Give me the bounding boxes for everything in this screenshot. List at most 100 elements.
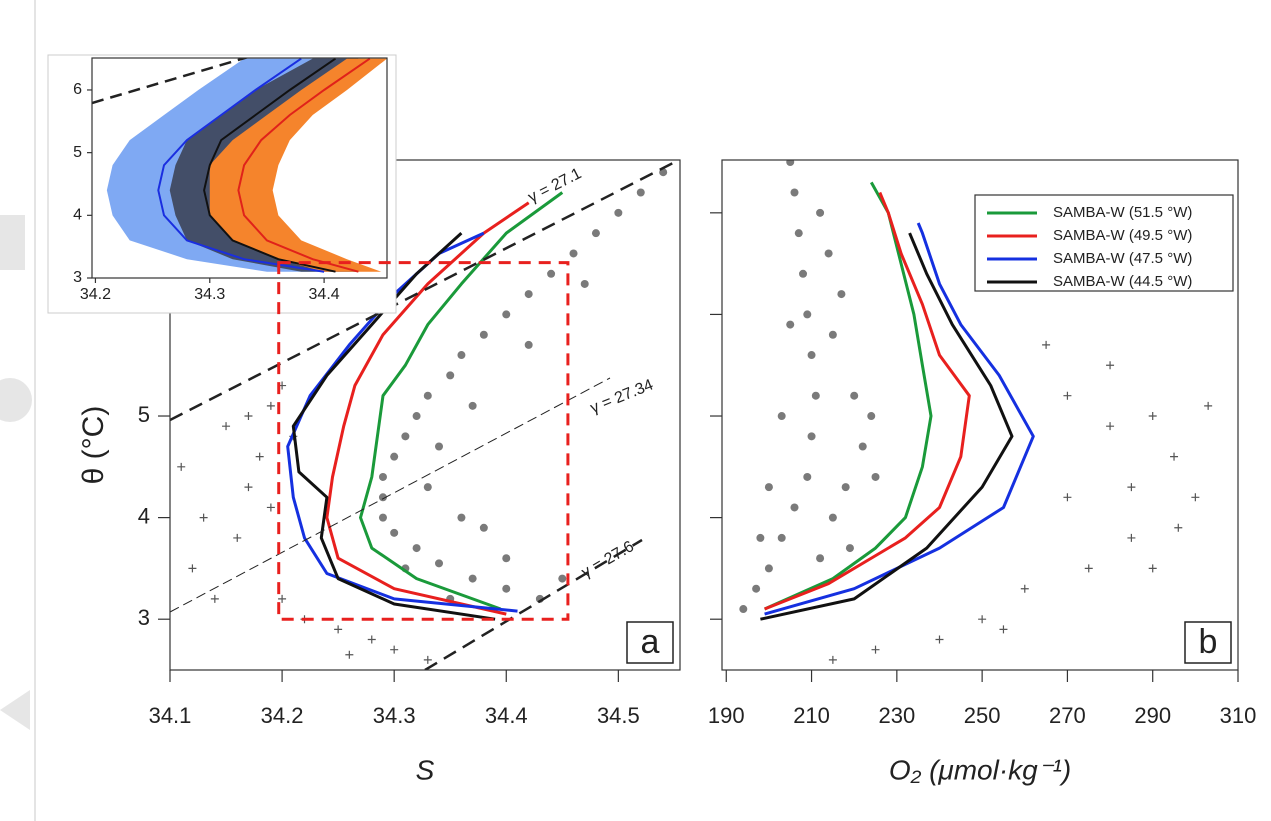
scatter-dot (378, 513, 387, 522)
plot-area (739, 160, 1213, 664)
profile-line (764, 191, 971, 611)
scatter-cross (390, 645, 399, 654)
mean-profile (203, 58, 337, 273)
y-tick-label: 4 (73, 207, 82, 224)
scatter-dot (378, 493, 387, 502)
scatter-dot (756, 533, 765, 542)
scatter-dot (457, 513, 466, 522)
scatter-dot (824, 249, 833, 258)
scatter-dot (799, 269, 808, 278)
x-tick-label: 250 (964, 703, 1001, 728)
background-artifact (0, 690, 30, 730)
scatter-cross (1106, 361, 1115, 370)
x-tick-label: 34.3 (373, 703, 416, 728)
isopycnal (170, 160, 676, 422)
scatter-cross (1204, 401, 1213, 410)
scatter-cross (828, 655, 837, 664)
inset-content (92, 58, 387, 273)
legend-label: SAMBA-W (51.5 °W) (1053, 204, 1192, 221)
plot-content (739, 160, 1213, 664)
scatter-cross (1174, 523, 1183, 532)
isopycnal (92, 58, 250, 105)
scatter-cross (244, 412, 253, 421)
x-tick-label: 210 (793, 703, 830, 728)
scatter-dot (828, 513, 837, 522)
scatter-dot (479, 523, 488, 532)
scatter-dot (790, 188, 799, 197)
envelope-band (106, 58, 359, 272)
x-tick-label: 34.2 (80, 286, 111, 303)
scatter-cross (1148, 564, 1157, 573)
scatter-dot (468, 574, 477, 583)
y-tick-label: 3 (73, 269, 82, 286)
envelope-band (209, 58, 387, 272)
scatter-dot (412, 544, 421, 553)
scatter-dot (547, 269, 556, 278)
scatter-cross (999, 625, 1008, 634)
scatter-dot (435, 442, 444, 451)
scatter-cross (423, 655, 432, 664)
y-tick-label: 5 (138, 402, 150, 427)
scatter-dot (841, 483, 850, 492)
scatter-cross (255, 452, 264, 461)
x-tick-label: 34.1 (149, 703, 192, 728)
scatter-dot (423, 483, 432, 492)
scatter-dot (803, 472, 812, 481)
scatter-cross (233, 533, 242, 542)
scatter-dot (777, 533, 786, 542)
scatter-cross (334, 625, 343, 634)
scatter-cross (188, 564, 197, 573)
scatter-dot (614, 208, 623, 217)
x-tick-label: 230 (878, 703, 915, 728)
plot-frame (169, 159, 681, 671)
x-tick-label: 290 (1134, 703, 1171, 728)
x-tick-label: 34.2 (261, 703, 304, 728)
scatter-dot (790, 503, 799, 512)
profile-line (760, 232, 1014, 621)
scatter-cross (199, 513, 208, 522)
scatter-dot (794, 229, 803, 238)
scatter-dot (378, 472, 387, 481)
scatter-dot (457, 351, 466, 360)
y-tick-label: 3 (138, 605, 150, 630)
scatter-dot (446, 371, 455, 380)
scatter-dot (752, 584, 761, 593)
scatter-cross (222, 422, 231, 431)
scatter-dot (816, 208, 825, 217)
scatter-dot (837, 290, 846, 299)
scatter-dot (786, 320, 795, 329)
scatter-dot (423, 391, 432, 400)
x-tick-label: 34.3 (194, 286, 225, 303)
scatter-dot (524, 340, 533, 349)
scatter-dot (807, 432, 816, 441)
scatter-cross (345, 650, 354, 659)
x-axis-label: O₂ (μmol·kg⁻¹) (889, 754, 1071, 785)
scatter-dot (558, 574, 567, 583)
panel-label-box (626, 621, 674, 664)
panel-label: a (641, 623, 660, 661)
scatter-cross (1063, 391, 1072, 400)
panel-label: b (1199, 623, 1218, 661)
isopycnal (424, 538, 643, 670)
scatter-cross (266, 401, 275, 410)
scatter-cross (278, 594, 287, 603)
scatter-cross (1170, 452, 1179, 461)
x-axis-label: S (416, 754, 435, 785)
scatter-dot (502, 310, 511, 319)
scatter-dot (580, 279, 589, 288)
scatter-dot (591, 229, 600, 238)
scatter-cross (244, 483, 253, 492)
scatter-cross (1106, 422, 1115, 431)
scatter-cross (1020, 584, 1029, 593)
scatter-dot (479, 330, 488, 339)
legend-box (974, 194, 1234, 292)
scatter-cross (871, 645, 880, 654)
mean-profile (237, 58, 371, 273)
scatter-dot (435, 559, 444, 568)
plot-frame (721, 159, 1239, 671)
scatter-cross (1191, 493, 1200, 502)
scatter-cross (935, 635, 944, 644)
background-artifact (0, 215, 25, 270)
scatter-dot (777, 412, 786, 421)
